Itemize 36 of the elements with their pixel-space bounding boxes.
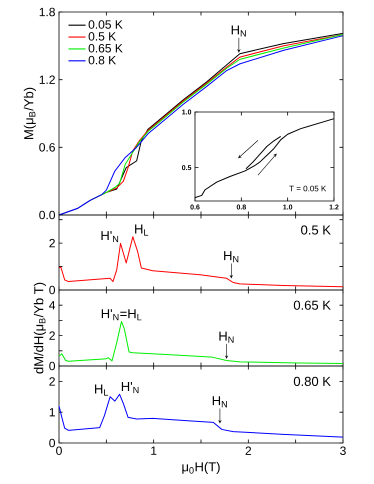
legend-label: 0.5 K [88, 32, 116, 41]
x-tick-label: 1 [151, 446, 156, 455]
annotation: H$_{N}$ [232, 25, 246, 37]
annotation: H$_{N}$ [224, 251, 238, 262]
annotation: H'$_{N}$ [101, 231, 118, 242]
legend-label: 0.8 K [88, 56, 116, 64]
y-tick-label: 2 [49, 377, 55, 386]
y-tick-label: 1.2 [40, 75, 55, 84]
y-axis-title: M(μ$_{B}$/Yb) [24, 88, 36, 139]
x-tick-label: 0 [56, 446, 62, 456]
annotation: H$_{L}$ [95, 384, 108, 396]
annotation: 0.5 K [301, 225, 331, 235]
y-tick-label: 2 [49, 238, 55, 248]
annotation: H'$_{N}$=H$_{L}$ [102, 309, 142, 320]
y-tick-label: 0.6 [39, 143, 55, 152]
x-tick-label: 3 [340, 446, 346, 456]
annotation: 0.80 K [294, 376, 331, 386]
annotation: H'$_{N}$ [122, 382, 138, 394]
annotation: H$_{L}$ [135, 224, 148, 236]
y-tick-label: 0.0 [39, 210, 56, 220]
y-axis-title: dM/dH(μ$_{B}$/Yb T) [34, 282, 46, 374]
y-tick-label: 2 [49, 331, 55, 340]
annotation: T = 0.05 K [289, 186, 326, 192]
x-tick-label: 2 [246, 446, 252, 455]
y-tick-label: 0 [49, 362, 55, 370]
y-tick-label: 1 [50, 408, 55, 416]
annotation: H$_{N}$ [219, 332, 234, 343]
legend-label: 0.65 K [88, 44, 123, 53]
annotation: 0.65 K [294, 300, 331, 310]
y-tick-label: 4 [49, 301, 56, 310]
legend-label: 0.05 K [88, 20, 123, 29]
annotation: H$_{N}$ [212, 396, 227, 408]
y-tick-label: 0 [49, 286, 55, 294]
y-tick-label: 1.8 [40, 8, 55, 16]
x-axis-title: μ$_{0}$H(T) [182, 462, 220, 474]
y-tick-label: 0 [49, 438, 55, 448]
